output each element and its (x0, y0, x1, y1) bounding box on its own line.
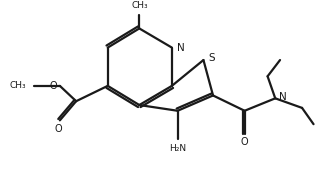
Text: N: N (177, 43, 184, 53)
Text: S: S (208, 53, 215, 63)
Text: CH₃: CH₃ (10, 81, 26, 90)
Text: N: N (279, 92, 287, 102)
Text: O: O (241, 137, 248, 147)
Text: H₂N: H₂N (169, 144, 186, 153)
Text: CH₃: CH₃ (131, 1, 148, 10)
Text: O: O (54, 124, 62, 134)
Text: O: O (50, 81, 57, 91)
